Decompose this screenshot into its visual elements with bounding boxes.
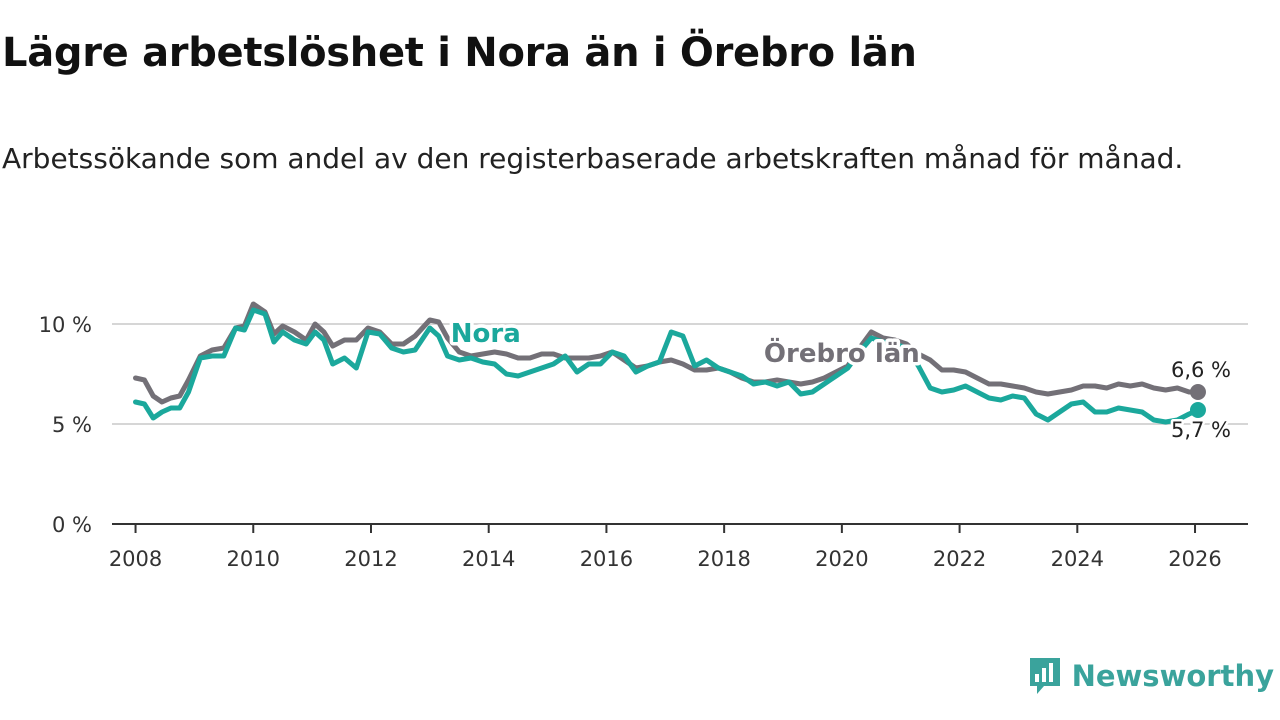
bar-chart-speech-bubble-icon	[1029, 658, 1060, 694]
chart-subtitle: Arbetssökande som andel av den registerb…	[2, 142, 1184, 175]
series-name-label: Nora	[451, 319, 521, 349]
x-tick-label: 2022	[933, 547, 986, 571]
end-value-label: 5,7 %	[1171, 418, 1231, 442]
series-name-label: Örebro län	[764, 336, 920, 369]
newsworthy-logo: Newsworthy	[1028, 656, 1274, 696]
series-labels: 6,6 % 5,7 % Örebro län Nora	[447, 316, 1233, 445]
x-tick-label: 2008	[109, 547, 162, 571]
grid-lines: 0 % 5 % 10 %	[39, 313, 1248, 537]
brand-name: Newsworthy	[1071, 659, 1274, 693]
series-lines	[133, 301, 1206, 425]
x-axis: 2008 2010 2012 2014 2016 2018 2020 2022 2024 2026	[109, 523, 1248, 571]
x-tick-label: 2018	[697, 547, 750, 571]
x-tick-label: 2014	[462, 547, 515, 571]
series-line-örebro-län	[133, 301, 1201, 405]
x-tick-label: 2010	[227, 547, 280, 571]
x-tick-label: 2012	[344, 547, 397, 571]
series-line-nora	[133, 307, 1201, 425]
x-tick-label: 2024	[1051, 547, 1104, 571]
y-tick-label: 0 %	[52, 513, 92, 537]
y-tick-label: 5 %	[52, 413, 92, 437]
end-marker-örebro-län	[1189, 384, 1206, 400]
end-marker-nora	[1189, 402, 1206, 418]
y-tick-label: 10 %	[39, 313, 92, 337]
x-tick-label: 2016	[580, 547, 633, 571]
x-tick-label: 2020	[815, 547, 868, 571]
x-tick-label: 2026	[1168, 547, 1221, 571]
end-value-label: 6,6 %	[1171, 358, 1231, 382]
chart-title: Lägre arbetslöshet i Nora än i Örebro lä…	[2, 30, 917, 76]
